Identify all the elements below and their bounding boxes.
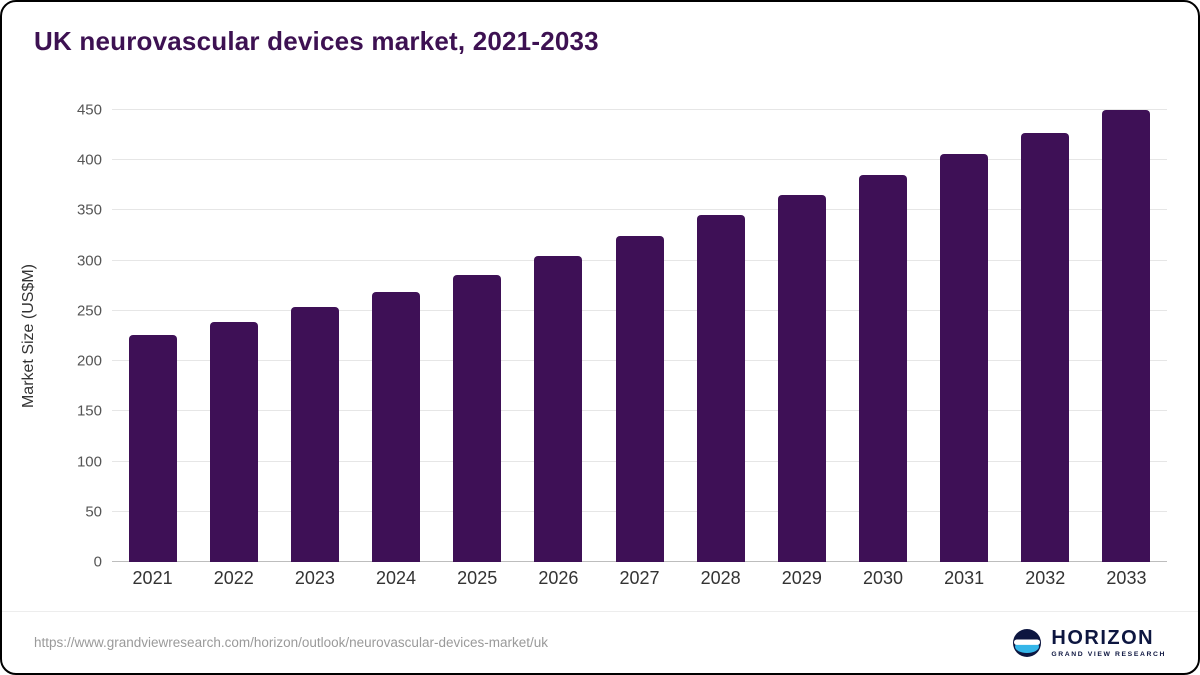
x-tick-label: 2032 [1025,568,1066,588]
bar-2033 [1102,110,1151,562]
x-tick-label: 2022 [213,568,254,588]
bar-2027 [615,235,664,562]
horizon-logo: HORIZON GRAND VIEW RESEARCH [1012,628,1166,658]
x-tick-label: 2028 [700,568,741,588]
bar-slot [355,110,436,562]
y-tick-label: 450 [76,101,102,119]
y-tick-label: 200 [76,352,102,370]
bars-row [112,110,1167,562]
bar-slot [680,110,761,562]
y-tick-label: 150 [76,402,102,420]
y-tick-label: 250 [76,302,102,320]
y-tick-label: 50 [85,503,102,521]
bar-2030 [858,175,907,562]
gridline [112,209,1167,211]
horizon-logo-text: HORIZON GRAND VIEW RESEARCH [1051,628,1166,658]
horizon-logo-subtitle: GRAND VIEW RESEARCH [1051,650,1166,658]
y-tick-label: 300 [76,252,102,270]
x-tick-label: 2033 [1106,568,1147,588]
bar-2028 [696,215,745,562]
bar-slot [274,110,355,562]
bar-slot [112,110,193,562]
y-axis-ticks: 0 50 100 150 200 250 300 350 400 450 [2,102,102,571]
x-tick-label: 2031 [944,568,985,588]
y-tick-label: 100 [76,453,102,471]
bar-2032 [1021,133,1070,562]
y-tick-label: 350 [76,201,102,219]
bar-slot [1086,110,1167,562]
gridline [112,159,1167,161]
bar-slot [518,110,599,562]
bar-2029 [777,195,826,562]
horizon-logo-name: HORIZON [1051,626,1155,649]
footer: https://www.grandviewresearch.com/horizo… [2,611,1198,673]
bar-slot [761,110,842,562]
bar-slot [437,110,518,562]
x-tick-label: 2027 [619,568,660,588]
x-tick-label: 2024 [376,568,417,588]
bar-2025 [453,274,502,562]
source-url: https://www.grandviewresearch.com/horizo… [34,635,548,650]
horizon-logo-icon [1012,628,1042,658]
bar-slot [842,110,923,562]
plot-area [112,109,1167,562]
x-tick-label: 2023 [294,568,335,588]
bar-2024 [372,291,421,562]
bar-slot [193,110,274,562]
bar-2026 [534,255,583,562]
bar-2031 [940,154,989,562]
x-tick-label: 2025 [457,568,498,588]
bar-slot [1005,110,1086,562]
x-tick-label: 2029 [781,568,822,588]
bar-2023 [290,306,339,562]
bar-2022 [209,321,258,562]
bar-slot [599,110,680,562]
x-axis-labels: 2021 2022 2023 2024 2025 2026 2027 2028 2029 2030… [112,568,1167,589]
y-tick-label: 0 [93,553,102,571]
gridline [112,109,1167,110]
bar-slot [924,110,1005,562]
x-tick-label: 2030 [862,568,903,588]
x-tick-label: 2021 [132,568,173,588]
y-tick-label: 400 [76,151,102,169]
x-tick-label: 2026 [538,568,579,588]
bar-2021 [128,335,177,562]
chart-title: UK neurovascular devices market, 2021-20… [34,26,599,56]
